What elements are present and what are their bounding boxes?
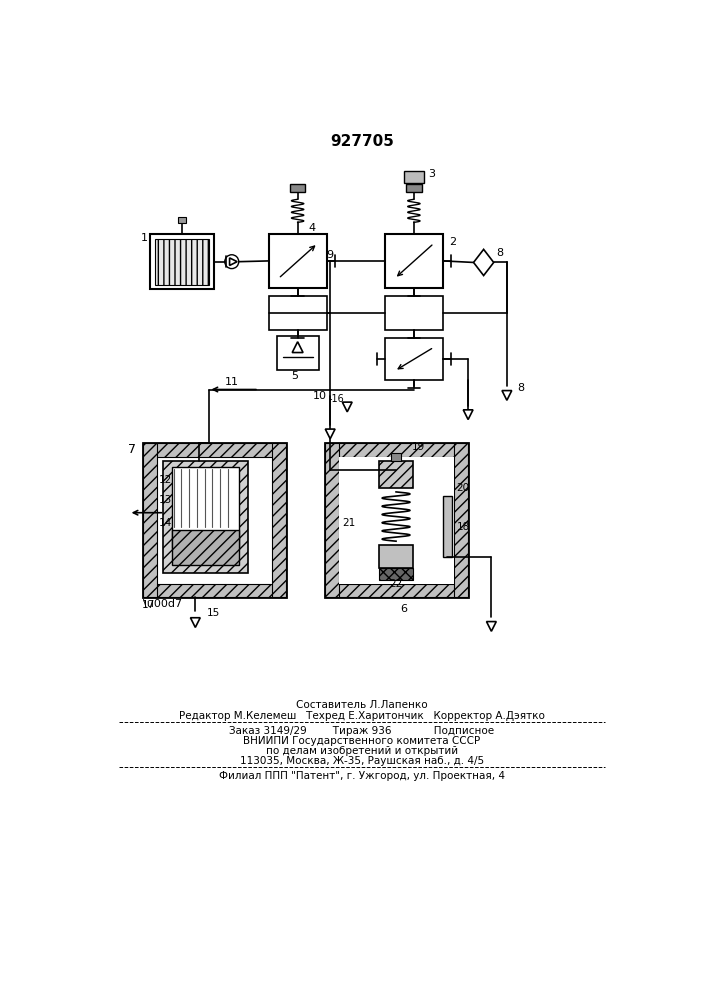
Bar bbox=[325, 443, 468, 457]
Polygon shape bbox=[463, 410, 473, 420]
Text: Заказ 3149/29        Тираж 936             Подписное: Заказ 3149/29 Тираж 936 Подписное bbox=[229, 726, 494, 736]
Text: 14: 14 bbox=[159, 518, 172, 528]
Bar bbox=[379, 461, 413, 488]
Text: по делам изобретений и открытий: по делам изобретений и открытий bbox=[266, 746, 458, 756]
Text: 2: 2 bbox=[450, 237, 457, 247]
Text: 8: 8 bbox=[496, 248, 503, 258]
Bar bbox=[454, 443, 468, 597]
Bar bbox=[151, 234, 214, 289]
Polygon shape bbox=[486, 622, 496, 631]
Bar bbox=[143, 443, 286, 457]
Bar bbox=[290, 184, 305, 192]
Text: 1: 1 bbox=[141, 233, 148, 243]
Bar bbox=[406, 184, 421, 192]
Bar bbox=[143, 443, 286, 597]
Text: 9: 9 bbox=[327, 250, 334, 260]
Bar bbox=[143, 584, 286, 597]
Bar bbox=[325, 443, 339, 597]
Bar bbox=[172, 530, 239, 565]
Text: 927705: 927705 bbox=[330, 134, 394, 149]
Text: 19: 19 bbox=[411, 442, 425, 452]
Bar bbox=[385, 338, 443, 380]
Text: 8: 8 bbox=[518, 383, 525, 393]
Polygon shape bbox=[474, 249, 493, 276]
Text: 22: 22 bbox=[390, 579, 403, 589]
Polygon shape bbox=[292, 342, 303, 353]
Text: 12: 12 bbox=[159, 475, 172, 485]
Bar bbox=[385, 234, 443, 288]
Polygon shape bbox=[230, 258, 237, 265]
Bar bbox=[272, 443, 286, 597]
Bar bbox=[443, 496, 452, 557]
Bar bbox=[269, 296, 327, 330]
Text: 113035, Москва, Ж-35, Раушская наб., д. 4/5: 113035, Москва, Ж-35, Раушская наб., д. … bbox=[240, 756, 484, 766]
Text: 18: 18 bbox=[457, 522, 469, 532]
Text: Редактор М.Келемеш   Техред Е.Харитончик   Корректор А.Дэятко: Редактор М.Келемеш Техред Е.Харитончик К… bbox=[179, 711, 545, 721]
Text: 10: 10 bbox=[313, 391, 327, 401]
Bar bbox=[385, 296, 443, 330]
Bar bbox=[163, 461, 248, 573]
Text: 3: 3 bbox=[428, 169, 435, 179]
Text: -16: -16 bbox=[328, 394, 344, 404]
Bar bbox=[269, 234, 327, 288]
Text: 20: 20 bbox=[457, 483, 469, 493]
Text: 13: 13 bbox=[159, 495, 172, 505]
Bar bbox=[325, 584, 468, 597]
Bar bbox=[178, 217, 186, 223]
Bar bbox=[155, 239, 209, 285]
Bar bbox=[325, 443, 468, 597]
Bar bbox=[276, 336, 320, 370]
Text: 4: 4 bbox=[308, 223, 315, 233]
Text: Составитель Л.Лапенко: Составитель Л.Лапенко bbox=[296, 700, 428, 710]
Polygon shape bbox=[325, 429, 335, 439]
Text: ВНИИПИ Государственного комитета СССР: ВНИИПИ Государственного комитета СССР bbox=[243, 736, 481, 746]
Bar bbox=[339, 457, 454, 584]
Text: 21: 21 bbox=[343, 518, 356, 528]
Bar bbox=[143, 443, 156, 597]
Text: 15: 15 bbox=[207, 608, 220, 618]
Text: 6: 6 bbox=[400, 604, 407, 614]
Polygon shape bbox=[190, 618, 200, 627]
Bar bbox=[404, 171, 424, 183]
Text: Филиал ППП "Патент", г. Ужгород, ул. Проектная, 4: Филиал ППП "Патент", г. Ужгород, ул. Про… bbox=[219, 771, 505, 781]
Text: 11: 11 bbox=[225, 377, 239, 387]
Bar bbox=[172, 467, 239, 548]
Polygon shape bbox=[342, 402, 352, 412]
Text: 7: 7 bbox=[129, 443, 136, 456]
Bar bbox=[391, 453, 402, 461]
Text: \u00d7: \u00d7 bbox=[144, 599, 182, 609]
Polygon shape bbox=[502, 391, 512, 400]
Text: 17: 17 bbox=[142, 600, 155, 610]
Text: 5: 5 bbox=[291, 371, 298, 381]
Bar bbox=[379, 545, 413, 568]
Bar bbox=[379, 568, 413, 580]
